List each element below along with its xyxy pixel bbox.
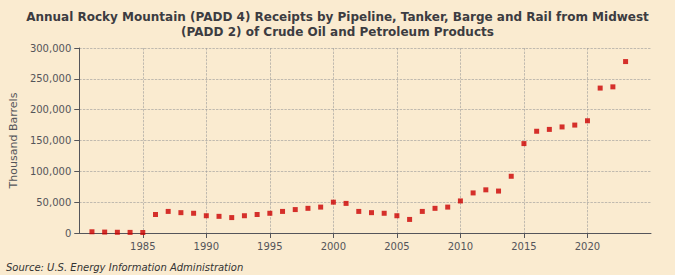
svg-text:Thousand Barrels: Thousand Barrels (7, 92, 20, 189)
svg-text:0: 0 (65, 228, 71, 239)
svg-text:50,000: 50,000 (36, 197, 71, 208)
svg-text:2005: 2005 (384, 241, 409, 252)
svg-text:1985: 1985 (130, 241, 155, 252)
svg-text:Source: U.S. Energy Informatio: Source: U.S. Energy Information Administ… (6, 262, 243, 273)
svg-text:1990: 1990 (194, 241, 219, 252)
svg-text:250,000: 250,000 (30, 73, 71, 84)
svg-text:2010: 2010 (448, 241, 473, 252)
svg-text:2020: 2020 (575, 241, 600, 252)
svg-text:2015: 2015 (511, 241, 536, 252)
svg-text:1995: 1995 (257, 241, 282, 252)
svg-text:(PADD 2) of Crude Oil and Petr: (PADD 2) of Crude Oil and Petroleum Prod… (181, 25, 494, 39)
svg-text:300,000: 300,000 (30, 43, 71, 54)
svg-text:200,000: 200,000 (30, 104, 71, 115)
svg-text:100,000: 100,000 (30, 166, 71, 177)
svg-text:150,000: 150,000 (30, 135, 71, 146)
svg-text:2000: 2000 (321, 241, 346, 252)
svg-text:Annual Rocky Mountain (PADD 4): Annual Rocky Mountain (PADD 4) Receipts … (26, 10, 649, 24)
